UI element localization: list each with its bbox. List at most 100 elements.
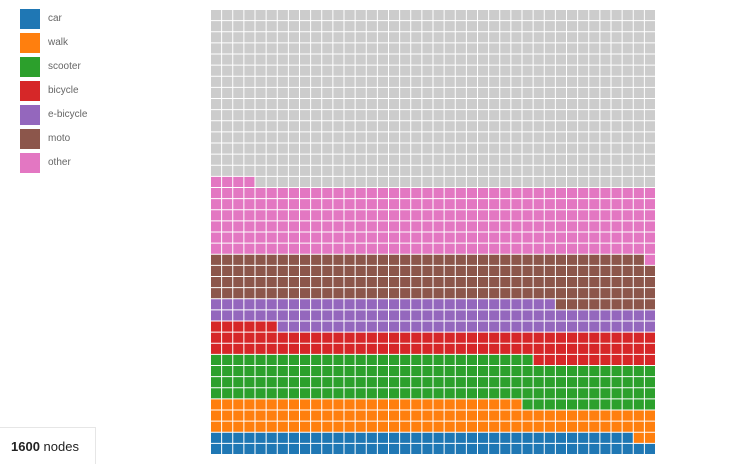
waffle-cell-scooter [300, 366, 311, 377]
waffle-cell-walk [466, 410, 477, 421]
waffle-cell-other [288, 210, 299, 221]
legend-item-car[interactable]: car [20, 9, 180, 29]
waffle-cell-car [433, 432, 444, 443]
waffle-cell-empty [589, 32, 600, 43]
waffle-cell-moto [600, 299, 611, 310]
waffle-cell-empty [544, 54, 555, 65]
legend-swatch [20, 33, 40, 53]
waffle-cell-empty [433, 54, 444, 65]
legend-item-scooter[interactable]: scooter [20, 57, 180, 77]
legend-item-e-bicycle[interactable]: e-bicycle [20, 105, 180, 125]
waffle-cell-moto [255, 254, 266, 265]
waffle-cell-moto [522, 254, 533, 265]
waffle-cell-car [511, 443, 522, 454]
waffle-cell-bicycle [555, 354, 566, 365]
waffle-cell-other [533, 232, 544, 243]
waffle-cell-bicycle [233, 321, 244, 332]
waffle-cell-empty [466, 87, 477, 98]
waffle-cell-empty [422, 165, 433, 176]
waffle-cell-empty [300, 99, 311, 110]
waffle-cell-empty [311, 121, 322, 132]
waffle-cell-walk [578, 421, 589, 432]
waffle-cell-other [222, 232, 233, 243]
waffle-cell-empty [400, 76, 411, 87]
waffle-cell-empty [244, 32, 255, 43]
legend-item-other[interactable]: other [20, 153, 180, 173]
waffle-cell-scooter [288, 354, 299, 365]
legend-item-bicycle[interactable]: bicycle [20, 81, 180, 101]
waffle-cell-empty [644, 32, 655, 43]
waffle-cell-bicycle [211, 321, 222, 332]
waffle-cell-scooter [400, 388, 411, 399]
waffle-cell-empty [600, 143, 611, 154]
waffle-cell-empty [244, 132, 255, 143]
waffle-cell-other [266, 221, 277, 232]
waffle-cell-other [400, 243, 411, 254]
waffle-cell-empty [455, 99, 466, 110]
legend-item-moto[interactable]: moto [20, 129, 180, 149]
waffle-cell-scooter [444, 388, 455, 399]
waffle-cell-other [366, 221, 377, 232]
waffle-cell-empty [522, 110, 533, 121]
waffle-cell-other [266, 232, 277, 243]
waffle-cell-empty [266, 76, 277, 87]
waffle-cell-empty [333, 10, 344, 21]
waffle-cell-empty [466, 10, 477, 21]
waffle-cell-other [567, 199, 578, 210]
legend-item-walk[interactable]: walk [20, 33, 180, 53]
waffle-cell-empty [233, 10, 244, 21]
waffle-cell-car [433, 443, 444, 454]
waffle-cell-empty [288, 121, 299, 132]
waffle-cell-e-bicycle [589, 321, 600, 332]
waffle-cell-car [533, 443, 544, 454]
waffle-cell-empty [589, 121, 600, 132]
waffle-cell-empty [355, 132, 366, 143]
waffle-cell-scooter [544, 366, 555, 377]
waffle-cell-empty [644, 132, 655, 143]
waffle-cell-other [466, 199, 477, 210]
waffle-cell-scooter [500, 377, 511, 388]
waffle-cell-bicycle [422, 332, 433, 343]
waffle-cell-empty [633, 43, 644, 54]
waffle-cell-empty [355, 43, 366, 54]
waffle-cell-empty [366, 76, 377, 87]
waffle-cell-walk [277, 399, 288, 410]
waffle-cell-scooter [366, 354, 377, 365]
waffle-cell-empty [466, 32, 477, 43]
waffle-cell-empty [466, 121, 477, 132]
node-count-value: 1600 [11, 439, 40, 454]
waffle-cell-scooter [355, 377, 366, 388]
waffle-cell-bicycle [644, 332, 655, 343]
waffle-cell-moto [333, 288, 344, 299]
waffle-cell-moto [433, 277, 444, 288]
waffle-cell-walk [511, 399, 522, 410]
waffle-cell-scooter [422, 354, 433, 365]
waffle-cell-empty [533, 76, 544, 87]
waffle-cell-car [411, 443, 422, 454]
waffle-cell-other [255, 210, 266, 221]
waffle-cell-other [489, 232, 500, 243]
waffle-cell-empty [589, 87, 600, 98]
waffle-cell-empty [489, 132, 500, 143]
waffle-cell-empty [411, 87, 422, 98]
waffle-cell-other [411, 232, 422, 243]
waffle-cell-empty [366, 165, 377, 176]
waffle-cell-empty [622, 87, 633, 98]
waffle-cell-e-bicycle [511, 299, 522, 310]
waffle-cell-empty [500, 54, 511, 65]
waffle-cell-bicycle [366, 343, 377, 354]
waffle-cell-moto [544, 254, 555, 265]
waffle-cell-empty [300, 32, 311, 43]
waffle-cell-moto [578, 265, 589, 276]
waffle-cell-empty [266, 10, 277, 21]
waffle-cell-scooter [522, 366, 533, 377]
waffle-cell-car [288, 432, 299, 443]
waffle-cell-empty [455, 32, 466, 43]
waffle-cell-empty [533, 143, 544, 154]
waffle-cell-e-bicycle [322, 321, 333, 332]
waffle-cell-empty [544, 65, 555, 76]
waffle-cell-other [288, 243, 299, 254]
waffle-cell-empty [633, 132, 644, 143]
waffle-cell-empty [355, 154, 366, 165]
waffle-cell-e-bicycle [300, 299, 311, 310]
